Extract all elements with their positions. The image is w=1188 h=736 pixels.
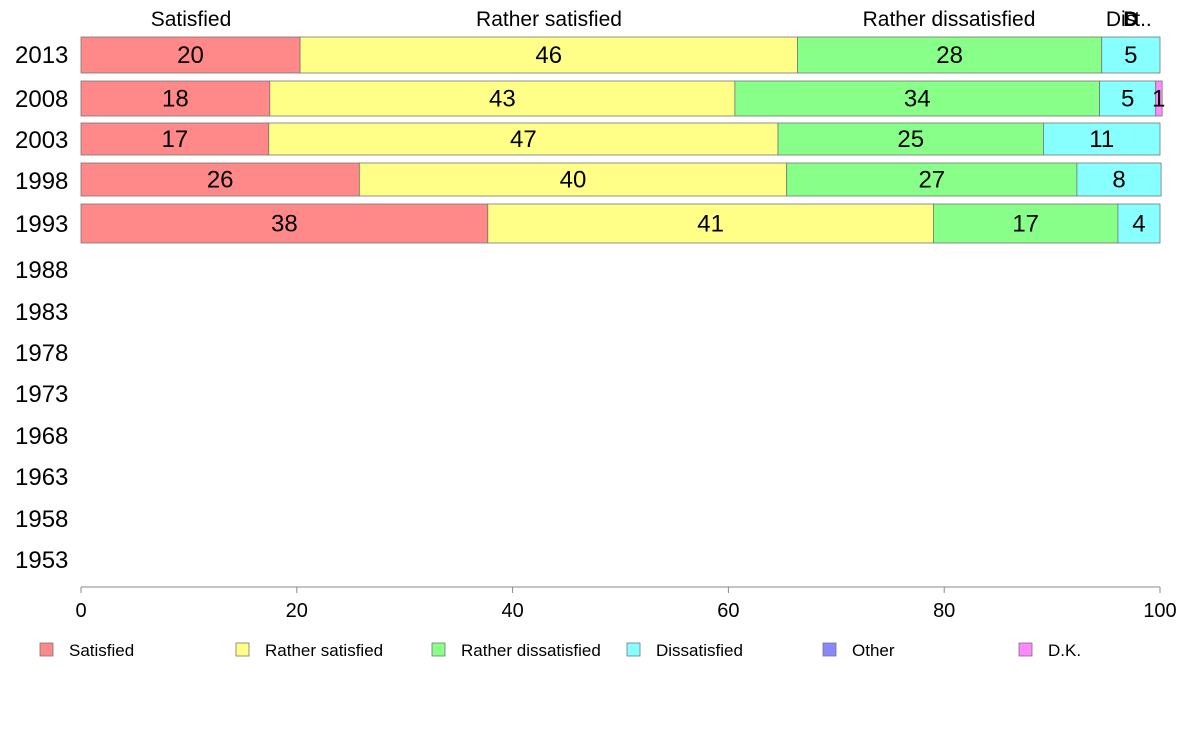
data-label: 25 — [897, 126, 924, 153]
data-label: 5 — [1124, 42, 1137, 69]
column-header: Satisfied — [151, 8, 232, 31]
data-label: 27 — [918, 167, 945, 194]
column-header: Dis — [1106, 8, 1136, 31]
bar-segment — [80, 80, 271, 117]
y-tick-label: 2008 — [15, 86, 68, 113]
data-label: 41 — [697, 211, 724, 238]
legend-label: Rather satisfied — [265, 641, 383, 660]
y-tick-label: 1993 — [15, 211, 68, 238]
y-tick-label: 2013 — [15, 42, 68, 69]
bar-segment — [80, 162, 360, 197]
column-header: t.. — [1134, 8, 1152, 31]
y-tick-label: 1983 — [15, 299, 68, 326]
x-tick-label: 60 — [717, 600, 739, 622]
data-label: 17 — [162, 126, 189, 153]
data-label: 46 — [535, 42, 562, 69]
y-tick-label: 2003 — [15, 127, 68, 154]
legend-label: Other — [852, 641, 895, 660]
data-label: 26 — [207, 167, 234, 194]
bar-segment — [777, 122, 1044, 156]
y-tick-label: 1968 — [15, 423, 68, 450]
bar-segment — [268, 122, 779, 156]
bar-segment — [1043, 122, 1161, 156]
data-label: 17 — [1012, 211, 1039, 238]
legend-swatch — [626, 642, 641, 657]
y-tick-label: 1978 — [15, 340, 68, 367]
column-header: Rather satisfied — [476, 8, 622, 31]
x-tick-label: 80 — [933, 600, 955, 622]
x-tick-label: 40 — [501, 600, 523, 622]
data-label: 4 — [1132, 211, 1145, 238]
data-label: 1 — [1152, 86, 1165, 113]
bar-segment — [80, 122, 270, 156]
data-label: 47 — [510, 126, 537, 153]
bar-segment — [797, 36, 1103, 74]
legend-label: Satisfied — [69, 641, 134, 660]
x-tick-label: 100 — [1143, 600, 1176, 622]
data-label: 38 — [271, 211, 298, 238]
data-label: 8 — [1112, 167, 1125, 194]
y-tick-label: 1988 — [15, 257, 68, 284]
legend-swatch — [1018, 642, 1033, 657]
column-header: Rather dissatisfied — [863, 8, 1036, 31]
x-tick-label: 20 — [286, 600, 308, 622]
data-label: 28 — [936, 42, 963, 69]
data-label: 40 — [560, 167, 587, 194]
legend-swatch — [431, 642, 446, 657]
legend-swatch — [235, 642, 250, 657]
y-tick-label: 1953 — [15, 547, 68, 574]
legend-label: D.K. — [1048, 641, 1081, 660]
legend-label: Rather dissatisfied — [461, 641, 601, 660]
data-label: 5 — [1121, 86, 1134, 113]
bar-segment — [487, 203, 934, 244]
bar-segment — [269, 80, 736, 117]
column-header: D — [1123, 8, 1138, 31]
data-label: 11 — [1089, 126, 1114, 153]
bar-segment — [1076, 162, 1162, 197]
y-tick-label: 1998 — [15, 168, 68, 195]
y-tick-label: 1973 — [15, 381, 68, 408]
bar-segment — [1155, 80, 1163, 117]
legend-swatch — [39, 642, 54, 657]
bar-segment — [80, 36, 301, 74]
legend-swatch — [822, 642, 837, 657]
y-tick-label: 1958 — [15, 506, 68, 533]
y-tick-label: 1963 — [15, 464, 68, 491]
bar-segment — [1101, 36, 1161, 74]
legend-label: Dissatisfied — [656, 641, 743, 660]
bar-segment — [80, 203, 489, 244]
data-label: 20 — [177, 42, 204, 69]
data-label: 43 — [489, 86, 516, 113]
data-label: 34 — [904, 86, 931, 113]
bar-segment — [1099, 80, 1157, 117]
bar-segment — [734, 80, 1100, 117]
bar-segment — [1117, 203, 1161, 244]
bar-segment — [933, 203, 1119, 244]
bar-segment — [786, 162, 1078, 197]
x-tick-label: 0 — [75, 600, 86, 622]
data-label: 18 — [162, 86, 189, 113]
